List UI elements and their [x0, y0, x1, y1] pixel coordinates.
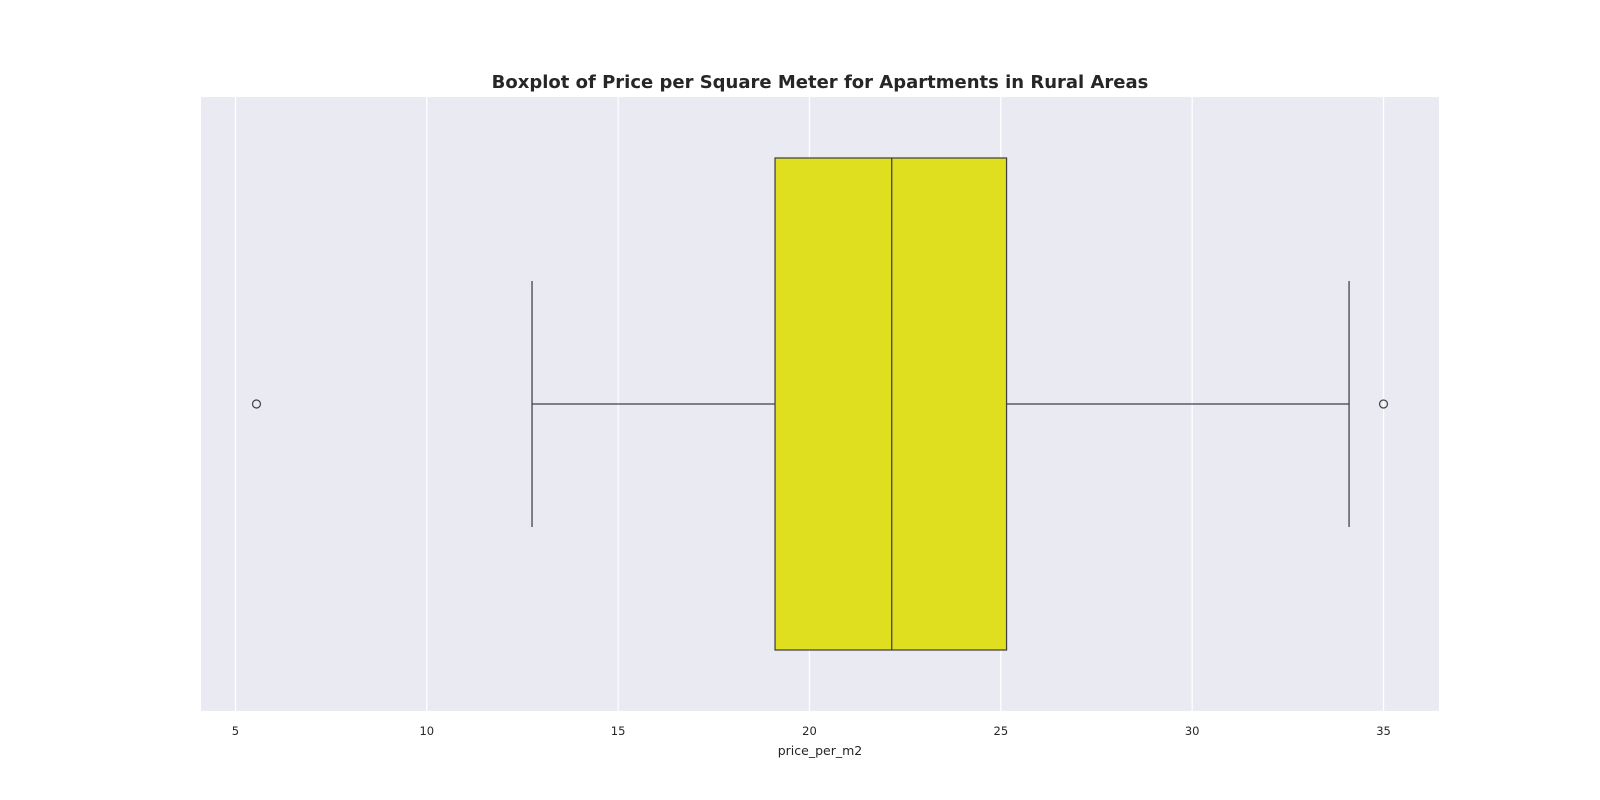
- boxplot: [251, 157, 1389, 651]
- x-tick-label-25: 25: [994, 724, 1009, 738]
- chart-title: Boxplot of Price per Square Meter for Ap…: [492, 72, 1149, 93]
- x-tick-label-10: 10: [419, 724, 434, 738]
- x-tick-label-15: 15: [611, 724, 626, 738]
- x-tick-label-5: 5: [232, 724, 239, 738]
- x-axis-ticks: 5 10 15 20 25 30 35: [232, 724, 1391, 738]
- x-tick-label-35: 35: [1376, 724, 1391, 738]
- iqr-box: [774, 157, 1008, 651]
- x-tick-label-30: 30: [1185, 724, 1200, 738]
- x-tick-label-20: 20: [802, 724, 817, 738]
- x-axis-label: price_per_m2: [778, 743, 863, 758]
- outlier-point-1: [1378, 399, 1389, 409]
- outlier-point-0: [251, 399, 262, 409]
